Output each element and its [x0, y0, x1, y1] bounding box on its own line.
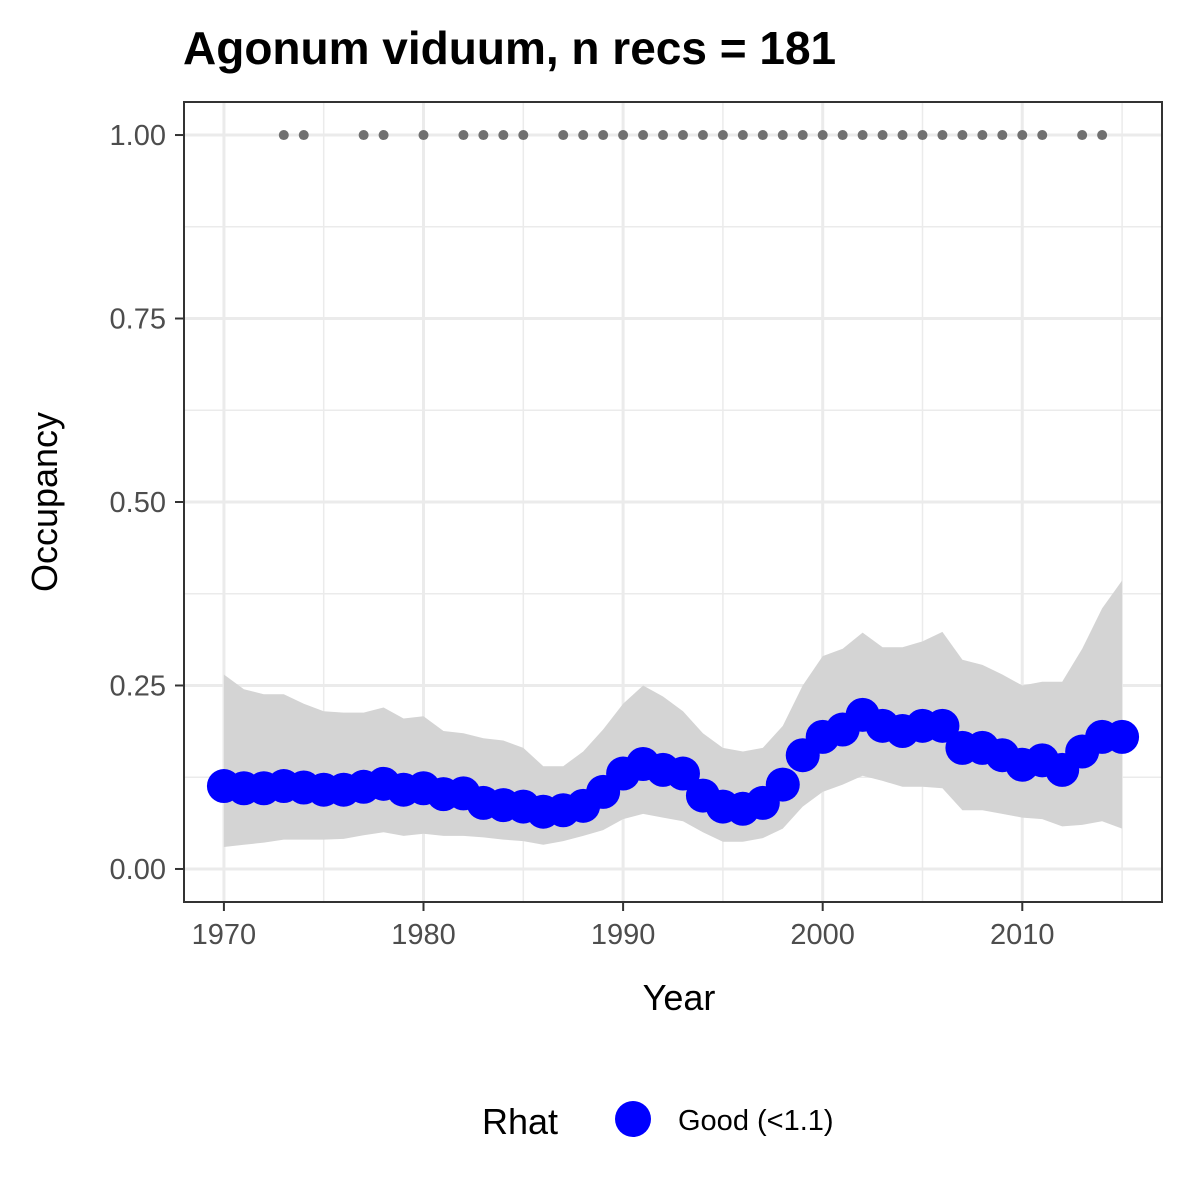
y-tick-label: 0.75	[110, 304, 166, 336]
record-point	[498, 130, 509, 141]
record-point	[578, 130, 589, 141]
y-axis-title: Occupancy	[24, 412, 65, 592]
record-point	[378, 130, 389, 141]
record-point	[957, 130, 968, 141]
y-tick-label: 0.00	[110, 854, 166, 886]
record-point	[737, 130, 748, 141]
record-point	[358, 130, 369, 141]
occupancy-point	[665, 756, 700, 791]
record-point	[1017, 130, 1028, 141]
x-tick-label: 1980	[391, 919, 456, 951]
record-point	[1097, 130, 1108, 141]
chart-title: Agonum viduum, n recs = 181	[183, 22, 836, 74]
record-point	[458, 130, 469, 141]
record-point	[877, 130, 888, 141]
legend-title: Rhat	[482, 1101, 558, 1142]
record-point	[278, 130, 289, 141]
record-point	[997, 130, 1008, 141]
record-point	[757, 130, 768, 141]
record-point	[837, 130, 848, 141]
record-point	[478, 130, 489, 141]
record-point	[658, 130, 669, 141]
record-point	[697, 130, 708, 141]
record-point	[638, 130, 649, 141]
record-point	[298, 130, 309, 141]
record-year-points	[278, 130, 1108, 141]
occupancy-point	[1105, 719, 1140, 754]
record-point	[937, 130, 948, 141]
record-point	[857, 130, 868, 141]
y-tick-label: 1.00	[110, 120, 166, 152]
record-point	[618, 130, 629, 141]
record-point	[1077, 130, 1088, 141]
x-tick-label: 2010	[990, 919, 1055, 951]
x-tick-label: 1990	[591, 919, 656, 951]
axes: 0.00 0.25 0.50 0.75 1.00 1970 1980 1990 2000 2010	[110, 120, 1055, 951]
record-point	[897, 130, 908, 141]
legend: Rhat Good (<1.1)	[482, 1101, 834, 1142]
x-tick-label: 2000	[790, 919, 855, 951]
x-tick-label: 1970	[192, 919, 257, 951]
occupancy-point	[925, 708, 960, 743]
legend-label-good: Good (<1.1)	[678, 1105, 834, 1137]
y-tick-label: 0.50	[110, 487, 166, 519]
record-point	[1037, 130, 1048, 141]
record-point	[677, 130, 688, 141]
record-point	[717, 130, 728, 141]
legend-key-good	[615, 1101, 651, 1137]
record-point	[558, 130, 569, 141]
record-point	[817, 130, 828, 141]
record-point	[598, 130, 609, 141]
occupancy-points	[206, 697, 1140, 829]
record-point	[797, 130, 808, 141]
x-axis-title: Year	[643, 977, 716, 1018]
record-point	[518, 130, 529, 141]
record-point	[777, 130, 788, 141]
record-point	[418, 130, 429, 141]
record-point	[977, 130, 988, 141]
y-tick-label: 0.25	[110, 670, 166, 702]
record-point	[917, 130, 928, 141]
occupancy-point	[765, 767, 800, 802]
